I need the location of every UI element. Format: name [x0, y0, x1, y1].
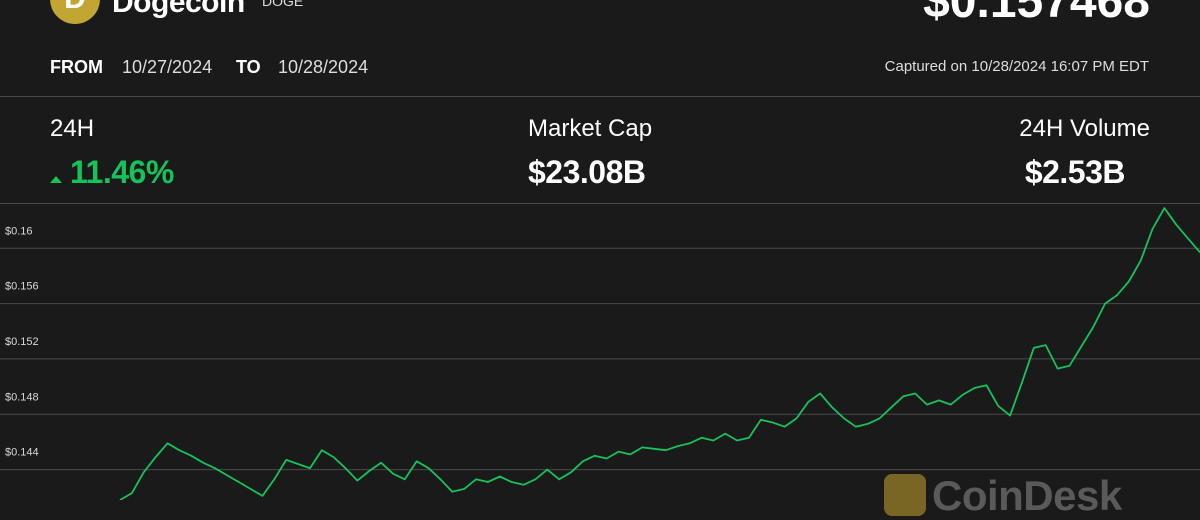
to-label: TO	[236, 57, 261, 77]
coindesk-watermark: CoinDesk	[878, 470, 1178, 519]
to-date: 10/28/2024	[278, 57, 369, 77]
y-tick-label: $0.148	[5, 391, 39, 403]
coin-name: Dogecoin	[112, 0, 245, 19]
stat-label-market-cap: Market Cap	[528, 115, 653, 142]
stat-label-24h-volume: 24H Volume	[1019, 115, 1150, 142]
from-date: 10/27/2024	[122, 57, 213, 77]
stat-value-24h: 11.46%	[70, 154, 174, 190]
from-label: FROM	[50, 57, 103, 77]
captured-timestamp: Captured on 10/28/2024 16:07 PM EDT	[884, 58, 1149, 75]
y-tick-label: $0.144	[5, 447, 39, 459]
stats-divider	[0, 203, 1200, 204]
y-tick-label: $0.16	[5, 225, 33, 237]
stat-value-24h-volume: $2.53B	[1024, 154, 1126, 190]
y-tick-label: $0.152	[5, 336, 39, 348]
stat-value-market-cap: $23.08B	[528, 154, 646, 190]
stat-label-24h: 24H	[50, 115, 95, 142]
coin-price: $0.157468	[923, 0, 1150, 28]
coin-symbol: DOGE	[262, 0, 304, 9]
price-chart: $0.16 $0.156 $0.152 $0.148 $0.144	[0, 207, 1200, 500]
coin-header: Dogecoin DOGE $0.157468 FROM 10/27/2024 …	[0, 0, 1200, 96]
y-tick-label: $0.156	[5, 281, 39, 293]
up-arrow-icon	[50, 176, 62, 183]
watermark-text: CoinDesk	[932, 472, 1122, 519]
price-series-line	[119, 207, 1200, 500]
coindesk-logo-icon	[884, 474, 926, 516]
dogecoin-logo-icon	[50, 0, 100, 24]
header-divider	[0, 96, 1200, 97]
